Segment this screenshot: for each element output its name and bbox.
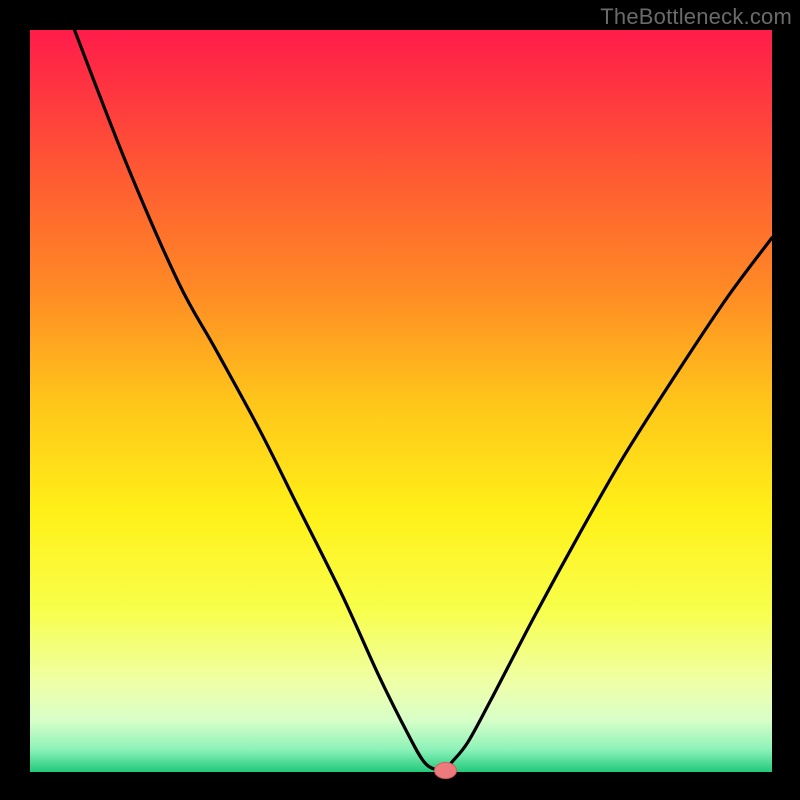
optimal-point-marker (435, 763, 457, 779)
chart-plot-background (30, 30, 772, 772)
chart-container: TheBottleneck.com (0, 0, 800, 800)
watermark-text: TheBottleneck.com (600, 4, 792, 30)
bottleneck-chart (0, 0, 800, 800)
